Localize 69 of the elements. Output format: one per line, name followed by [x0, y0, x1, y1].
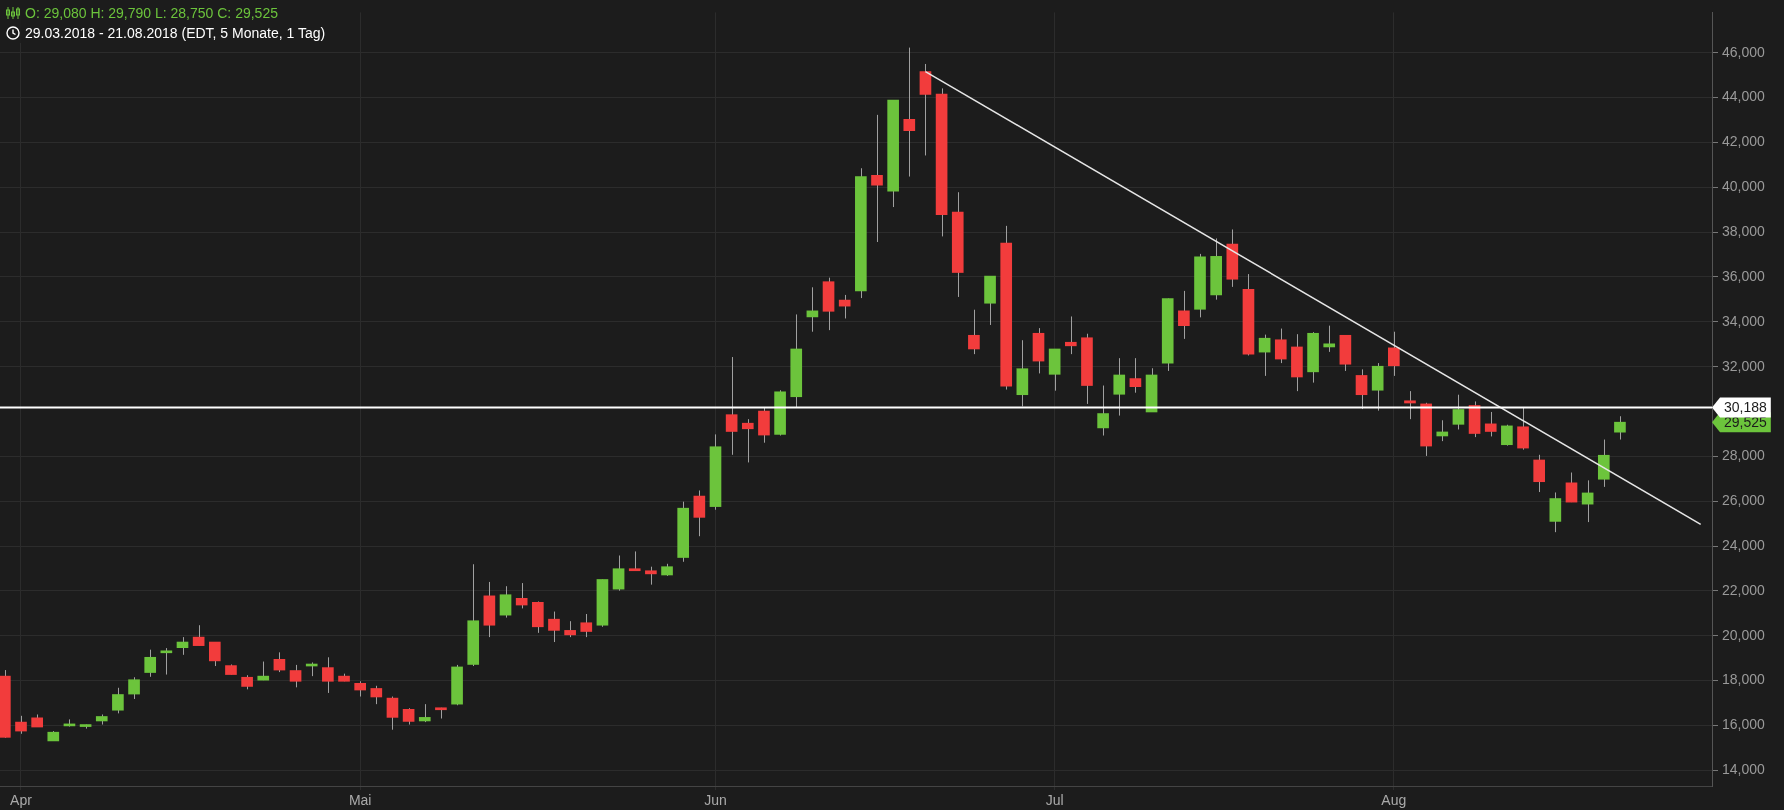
x-tick-label: Apr [10, 792, 33, 809]
candlestick [580, 613, 593, 638]
candlestick [1258, 334, 1271, 377]
y-tick-label: 32,000 [1722, 357, 1766, 374]
y-tick-label: 18,000 [1722, 671, 1766, 688]
candlestick [741, 418, 754, 463]
candlestick [386, 696, 399, 731]
candlestick [693, 489, 706, 537]
candlestick [919, 63, 932, 156]
y-tick-label: 38,000 [1722, 223, 1766, 240]
candlestick [1614, 415, 1626, 441]
text: 29,525 [1724, 414, 1768, 431]
candlestick [1533, 454, 1546, 493]
candlestick [1178, 290, 1190, 340]
y-tick-label: 36,000 [1722, 267, 1766, 284]
candlestick [370, 685, 383, 705]
candlestick [548, 611, 560, 643]
y-tick-label: 22,000 [1722, 581, 1766, 598]
x-tick-label: Jul [1045, 792, 1064, 809]
candlestick [499, 585, 512, 619]
candlestick [838, 294, 851, 319]
y-tick-label: 28,000 [1722, 447, 1766, 464]
candlestick [612, 554, 625, 592]
candlestick [1484, 411, 1497, 437]
candlestick [515, 582, 528, 609]
candlestick [1323, 325, 1336, 353]
candlestick [160, 647, 173, 676]
y-tick-label: 26,000 [1722, 492, 1766, 509]
candlestick [903, 47, 916, 178]
candlestick [1565, 472, 1578, 503]
candlestick [871, 114, 883, 243]
text: 29.03.2018 - 21.08.2018 (EDT, 5 Monate, 1 Tag) [25, 24, 326, 43]
candlestick [1274, 328, 1287, 364]
candlestick [968, 309, 980, 355]
y-tick-label: 16,000 [1722, 716, 1766, 733]
candlestick [192, 624, 205, 647]
candlestick [1452, 394, 1465, 430]
candlestick [1549, 491, 1562, 533]
candlestick [208, 641, 221, 667]
y-tick-label: 14,000 [1722, 761, 1766, 778]
candlestick [628, 550, 641, 572]
candlestick [128, 676, 140, 700]
candlestick [1097, 385, 1109, 437]
ref-line-label: 30,188 [1724, 399, 1768, 416]
candlestick [1388, 331, 1400, 377]
candlestick [322, 656, 334, 694]
candlestick [1355, 368, 1368, 410]
y-tick-label: 34,000 [1722, 312, 1766, 329]
candlestick [1404, 390, 1416, 420]
y-tick-label: 46,000 [1722, 43, 1766, 60]
y-tick-label: 24,000 [1722, 536, 1766, 553]
candlestick [725, 356, 738, 456]
candlestick [1064, 315, 1077, 355]
candlestick [112, 687, 124, 714]
candlestick [273, 651, 286, 673]
candlestick [1501, 424, 1513, 447]
x-tick-label: Mai [348, 792, 372, 809]
candlestick [144, 649, 157, 678]
candlestick [1517, 407, 1529, 451]
candlestick [1113, 357, 1126, 417]
y-tick-label: 44,000 [1722, 88, 1766, 105]
candlestick [1129, 357, 1142, 394]
y-tick-label: 42,000 [1722, 133, 1766, 150]
x-tick-label: Aug [1381, 792, 1407, 809]
chart-title: O: 29,080 H: 29,790 L: 28,750 C: 29,525 [25, 4, 278, 23]
candlestick [289, 664, 302, 688]
y-tick-label: 40,000 [1722, 178, 1766, 195]
y-tick-label: 20,000 [1722, 626, 1766, 643]
x-tick-label: Jun [704, 792, 727, 809]
